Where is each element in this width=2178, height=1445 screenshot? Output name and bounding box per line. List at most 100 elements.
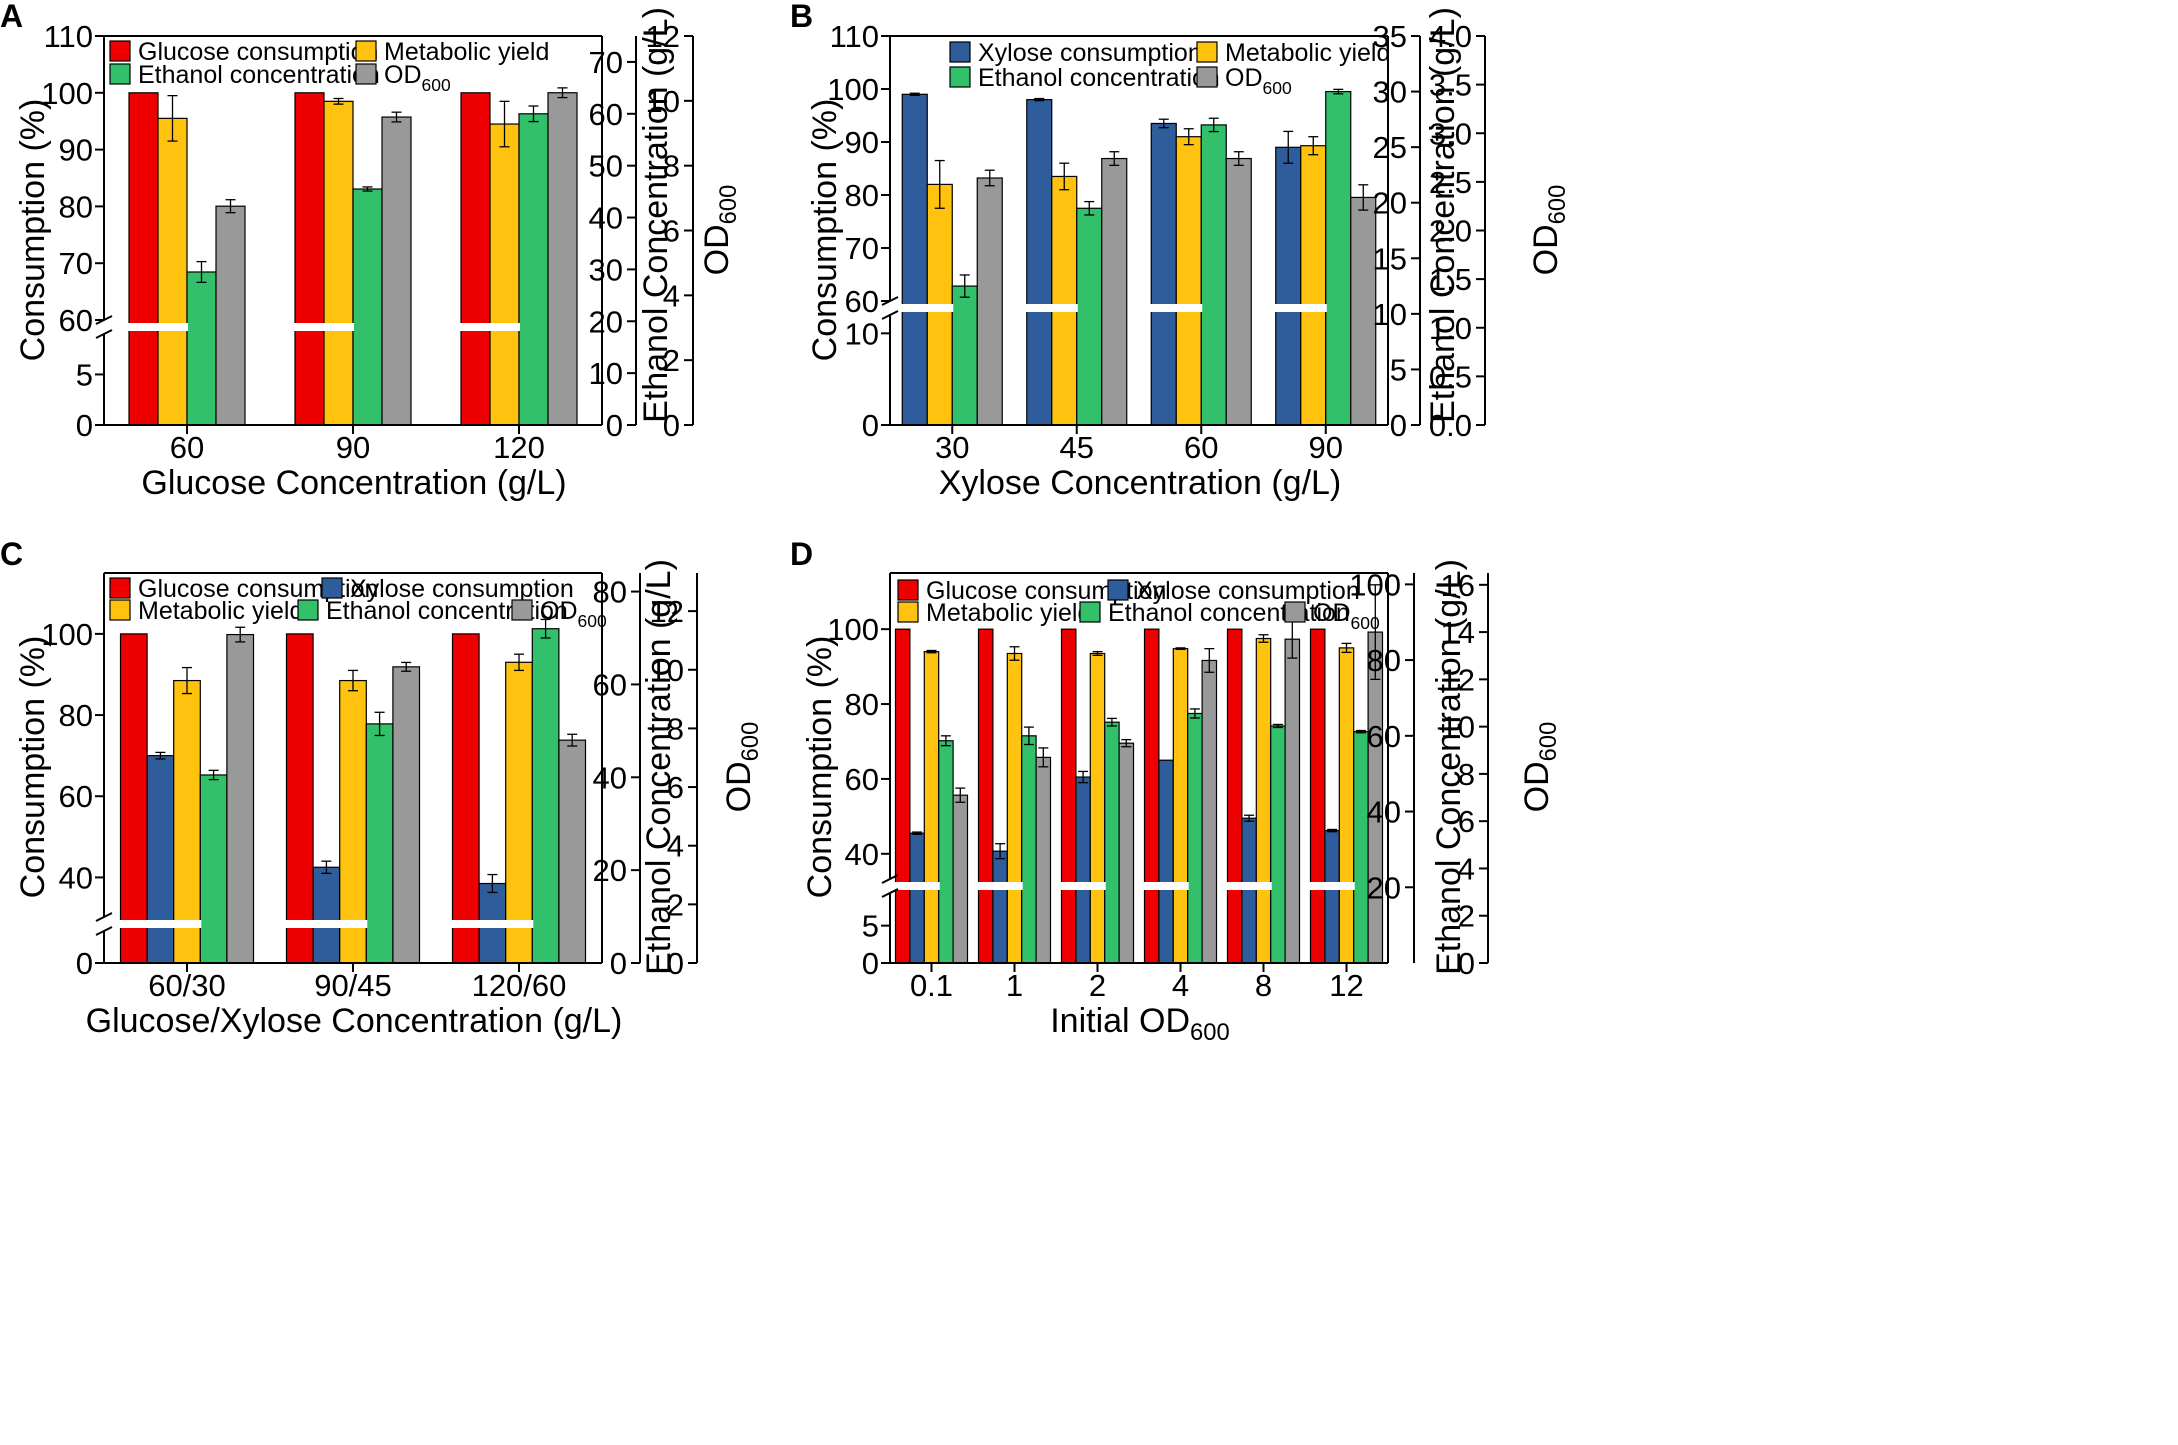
bar-yield	[1172, 648, 1189, 964]
break-band	[1025, 304, 1053, 312]
break-band	[1060, 882, 1077, 890]
error-bar	[1092, 650, 1103, 657]
legend-label: Ethanol concentration	[978, 64, 1220, 92]
y3-tick-label: 12	[646, 19, 680, 54]
error-bar	[528, 105, 539, 123]
break-band	[1089, 882, 1106, 890]
legend-swatch-yield	[897, 601, 919, 623]
error-bar	[401, 661, 412, 672]
bar-ethanol	[1104, 721, 1120, 964]
bar-ethanol	[1200, 124, 1227, 426]
break-band	[128, 323, 159, 331]
break-band	[1050, 304, 1078, 312]
y2-tick-label: 60	[1367, 719, 1401, 754]
y3-tick-label: 4.0	[1429, 19, 1472, 54]
y2-tick-label: 10	[1373, 297, 1407, 332]
x-axis-title: Initial OD600	[1050, 1002, 1230, 1046]
bar-yield	[489, 123, 520, 426]
bar-xylose	[1158, 759, 1174, 964]
bar-yield	[157, 117, 188, 426]
y-tick-label: 110	[44, 19, 93, 54]
y3-tick-label: 10	[1441, 710, 1475, 745]
y3-tick-label: 0	[667, 946, 684, 981]
error-bar	[1106, 717, 1117, 727]
legend-swatch-ethanol	[297, 599, 319, 621]
y2-tick-label: 0	[610, 946, 627, 981]
legend-label: Metabolic yield	[1225, 39, 1390, 67]
y3-tick-label: 10	[650, 653, 684, 688]
legend-swatch-yield	[355, 40, 377, 62]
bar-glucose	[1309, 628, 1326, 964]
x-tick-label: 60/30	[148, 968, 226, 1003]
y3-axis-title: OD600	[1527, 185, 1571, 276]
y3-tick-label: 6	[663, 214, 680, 249]
error-bar	[940, 735, 951, 747]
break-band	[1143, 882, 1160, 890]
error-bar	[1341, 642, 1352, 654]
y-tick-label: 5	[862, 909, 879, 944]
legend-swatch-od	[1284, 601, 1306, 623]
panel-a: A 60 70 80 90 100 110 0 5 60 90 120 0 10 20 30 40 50 60 70 0…	[0, 0, 742, 502]
bar-xylose	[1075, 776, 1091, 964]
y3-tick-label: 4	[667, 829, 684, 864]
x-axis-title: Xylose Concentration (g/L)	[939, 464, 1342, 502]
y3-tick-label: 2.0	[1429, 214, 1472, 249]
bar-od	[1201, 659, 1218, 964]
error-bar	[1327, 828, 1338, 833]
y3-tick-label: 0	[1458, 946, 1475, 981]
y2-tick-label: 70	[589, 45, 623, 80]
y-axis-title: Consumption (%)	[801, 636, 839, 899]
break-band	[1274, 304, 1302, 312]
error-bar	[1121, 738, 1132, 748]
y-tick-label: 60	[59, 779, 93, 814]
y2-tick-label: 80	[593, 575, 627, 610]
break-band	[312, 920, 341, 928]
legend-swatch-od	[1196, 66, 1218, 88]
legend-swatch-od	[355, 63, 377, 85]
break-band	[908, 882, 926, 890]
error-bar	[1370, 584, 1381, 681]
break-band	[1255, 882, 1272, 890]
x-tick-label: 0.1	[910, 968, 953, 1003]
error-bar	[321, 860, 332, 875]
bar-yield	[1255, 637, 1272, 964]
axis-break-mark	[881, 310, 899, 320]
y2-tick-label: 20	[1367, 870, 1401, 905]
legend-swatch-ethanol	[1079, 601, 1101, 623]
bar-xylose	[1241, 817, 1257, 964]
axis-break-mark	[95, 329, 113, 339]
error-bar	[196, 260, 207, 284]
bar-od	[976, 177, 1003, 426]
y-tick-label: 80	[845, 178, 879, 213]
break-band	[1157, 882, 1175, 890]
y3-tick-label: 2.5	[1429, 165, 1472, 200]
error-bar	[1038, 747, 1049, 768]
error-bar	[1109, 151, 1120, 166]
error-bar	[1358, 184, 1369, 211]
y2-tick-label: 80	[1367, 643, 1401, 678]
bar-glucose	[460, 92, 491, 426]
error-bar	[1308, 136, 1319, 156]
bar-ethanol	[365, 723, 394, 964]
break-band	[172, 920, 202, 928]
bar-ethanol	[186, 271, 217, 426]
error-bar	[1023, 726, 1034, 746]
y2-tick-label: 100	[1349, 567, 1401, 602]
legend-swatch-xylose	[321, 577, 343, 599]
y3-tick-label: 0.0	[1429, 408, 1472, 443]
break-band	[478, 920, 507, 928]
y3-tick-label: 2	[1458, 899, 1475, 934]
bar-glucose	[285, 633, 314, 964]
y3-tick-label: 8	[1458, 757, 1475, 792]
y3-tick-label: 0	[663, 408, 680, 443]
break-band	[504, 920, 534, 928]
y2-tick-label: 0	[606, 408, 623, 443]
y2-tick-label: 10	[589, 356, 623, 391]
bar-glucose	[1060, 628, 1077, 964]
bar-glucose	[1143, 628, 1160, 964]
y2-axis-title: Ethanol Concentration (g/L)	[1424, 7, 1462, 423]
bar-glucose	[1226, 628, 1243, 964]
error-bar	[1233, 151, 1244, 166]
panel-c: C 40 60 80 100 0 60/30 90/45 120/60 0 20 40 60 80 0 2 4 6…	[0, 536, 764, 1040]
